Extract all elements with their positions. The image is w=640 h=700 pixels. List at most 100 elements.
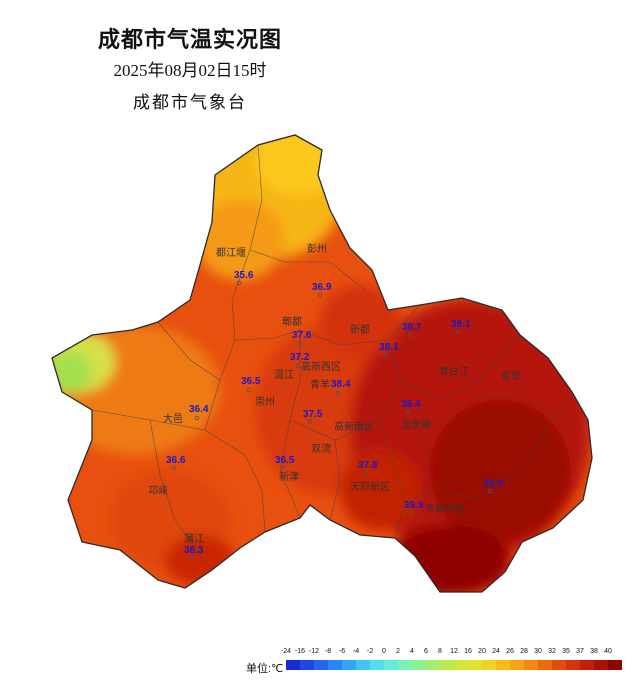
legend-tick-label: -24 — [280, 648, 292, 655]
temperature-value: 38.7 — [402, 322, 422, 333]
station-marker — [194, 415, 200, 421]
station-marker — [307, 419, 313, 425]
legend-swatch — [384, 660, 398, 670]
district-label: 蒲江 — [184, 532, 204, 545]
temperature-value: 37.6 — [292, 330, 312, 341]
station-temperatures: 35.6 36.9 38.7 39.1 37.6 38.1 37.2 36.5 … — [166, 270, 503, 556]
station-markers — [171, 280, 493, 561]
legend-tick-label: 8 — [438, 648, 442, 655]
legend-swatch — [300, 660, 314, 670]
temperature-value: 36.5 — [275, 455, 295, 466]
legend-swatch — [426, 660, 440, 670]
legend-tick-label: 40 — [604, 648, 612, 655]
station-marker — [487, 488, 493, 494]
station-marker — [405, 409, 411, 415]
district-label: 高新西区 — [301, 360, 341, 373]
legend-tick-label: 37 — [576, 648, 584, 655]
district-label: 温江 — [274, 369, 294, 381]
temperature-value: 37.5 — [303, 409, 323, 420]
temperature-value: 37.2 — [290, 352, 310, 363]
legend-tick-label: 35 — [562, 648, 570, 655]
district-label: 崇州 — [255, 396, 275, 408]
temperature-value: 38.4 — [331, 379, 351, 390]
legend-swatch — [524, 660, 538, 670]
legend-swatch — [370, 660, 384, 670]
district-label: 新都 — [350, 323, 370, 336]
legend-swatch — [482, 660, 496, 670]
temperature-legend: 单位:℃ -24 -16 -12 -8 -6 -4 -2 0 2 4 6 8 12 16 20 24 26 28 3… — [246, 648, 622, 693]
temperature-value: 38.4 — [401, 399, 421, 410]
legend-tick-label: -16 — [294, 648, 306, 655]
station-marker — [335, 390, 341, 396]
district-boundaries — [91, 144, 573, 571]
legend-tick-label: 4 — [410, 648, 414, 655]
legend-tick-label: 6 — [424, 648, 428, 655]
legend-swatch — [552, 660, 566, 670]
legend-tick-label: 20 — [478, 648, 486, 655]
station-marker — [297, 341, 303, 347]
legend-tick-label: -2 — [366, 648, 374, 655]
legend-tick-label: 0 — [382, 648, 386, 655]
station-marker — [383, 352, 389, 358]
station-marker — [317, 292, 323, 298]
district-label: 龙泉驿 — [401, 418, 431, 431]
legend-swatch — [496, 660, 510, 670]
temperature-value: 36.5 — [241, 376, 261, 387]
legend-swatch — [538, 660, 552, 670]
legend-swatch — [342, 660, 356, 670]
district-label: 新津 — [279, 470, 299, 483]
temperature-value: 36.6 — [166, 455, 186, 466]
district-label: 都江堰 — [216, 247, 246, 259]
district-label: 双流 — [311, 442, 331, 455]
legend-tick-label: 30 — [534, 648, 542, 655]
map-datetime: 2025年08月02日15时 — [113, 61, 267, 80]
station-marker — [408, 510, 414, 516]
station-marker — [455, 329, 461, 335]
station-marker — [188, 555, 194, 561]
station-marker — [407, 332, 413, 338]
legend-swatch — [594, 660, 608, 670]
legend-swatch — [454, 660, 468, 670]
legend-swatch — [398, 660, 412, 670]
district-label: 大邑 — [163, 412, 183, 425]
legend-tick-labels: -24 -16 -12 -8 -6 -4 -2 0 2 4 6 8 12 16 20 24 26 28 30 32 35… — [281, 648, 612, 658]
district-label: 青羊 — [310, 378, 330, 391]
district-label: 郫都 — [282, 315, 302, 328]
legend-tick-label: 12 — [450, 648, 458, 655]
legend-swatch — [510, 660, 524, 670]
station-marker — [246, 387, 252, 393]
legend-tick-label: 38 — [590, 648, 598, 655]
legend-tick-label: -6 — [338, 648, 346, 655]
legend-tick-label: -12 — [308, 648, 320, 655]
temperature-value: 36.4 — [189, 404, 209, 415]
legend-swatch — [440, 660, 454, 670]
legend-tick-label: 24 — [492, 648, 500, 655]
legend-color-bar — [286, 660, 622, 670]
district-labels: 都江堰 彭州 郫都 新都 温江 高新西区 青羊 崇州 青白江 金堂 大邑 高新南… — [148, 242, 521, 545]
temperature-value: 39.9 — [404, 500, 424, 511]
temperature-value: 36.9 — [312, 282, 332, 293]
legend-tick-label: -8 — [324, 648, 332, 655]
legend-swatch — [608, 660, 622, 670]
district-label: 高新南区 — [334, 420, 374, 433]
legend-tick-label: 28 — [520, 648, 528, 655]
legend-unit: 单位:℃ — [246, 663, 284, 675]
district-label: 邛崃 — [148, 485, 168, 497]
temperature-value: 35.6 — [234, 270, 254, 281]
temperature-value: 39.1 — [451, 319, 471, 330]
legend-tick-label: 2 — [396, 648, 400, 655]
temperature-value: 36.3 — [184, 545, 204, 556]
district-label: 青白江 — [439, 365, 469, 378]
temperature-value: 39.4 — [483, 478, 503, 489]
legend-swatch — [412, 660, 426, 670]
legend-tick-label: -4 — [352, 648, 360, 655]
legend-tick-label: 26 — [506, 648, 514, 655]
legend-swatch — [356, 660, 370, 670]
legend-swatch — [566, 660, 580, 670]
legend-swatch — [328, 660, 342, 670]
legend-swatch — [314, 660, 328, 670]
map-title: 成都市气温实况图 — [97, 27, 282, 52]
map-source: 成都市气象台 — [133, 93, 247, 112]
legend-swatch — [468, 660, 482, 670]
